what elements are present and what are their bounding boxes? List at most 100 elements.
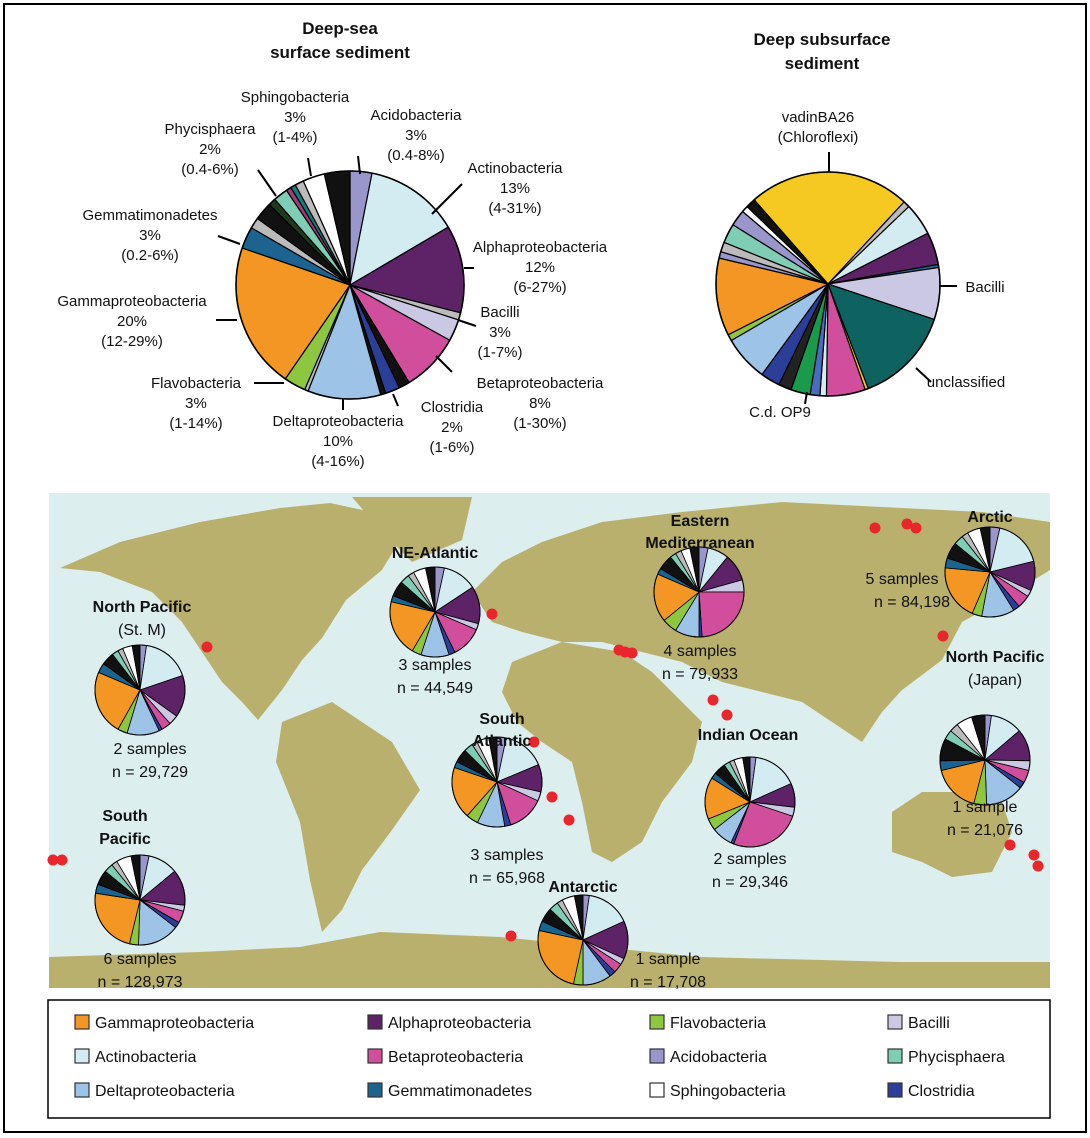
surface-title-line2: surface sediment xyxy=(270,43,410,62)
subsurface-title-line2: sediment xyxy=(785,54,860,73)
site-name: Eastern xyxy=(671,513,730,530)
site-subname: (St. M) xyxy=(118,622,166,639)
label-value: 3% xyxy=(185,395,207,412)
site-n: n = 79,933 xyxy=(662,666,738,683)
label-range: (1-14%) xyxy=(169,415,222,432)
legend-swatch xyxy=(74,1082,90,1098)
site-n: n = 84,198 xyxy=(874,594,950,611)
label-betaproteobacteria: Betaproteobacteria xyxy=(477,375,604,392)
legend-swatch xyxy=(367,1014,383,1030)
pie-outline xyxy=(451,736,543,828)
legend-swatch xyxy=(649,1014,665,1030)
label-value: 2% xyxy=(441,419,463,436)
legend-item-sphingobacteria: Sphingobacteria xyxy=(649,1082,786,1100)
legend-label: Actinobacteria xyxy=(95,1049,196,1066)
pie-outline xyxy=(939,714,1031,806)
label-range: (0.2-6%) xyxy=(121,247,179,264)
sampling-site-dot xyxy=(901,518,913,530)
site-pie-north-pacific-st-m xyxy=(94,644,186,736)
label-value: 3% xyxy=(284,109,306,126)
eurasia xyxy=(472,502,1050,742)
site-samples: 3 samples xyxy=(399,657,472,674)
site-name: NE-Atlantic xyxy=(392,545,478,562)
site-subname: (Japan) xyxy=(968,672,1022,689)
site-name: Arctic xyxy=(967,509,1012,526)
sampling-site-dot xyxy=(707,694,719,706)
legend-label: Flavobacteria xyxy=(670,1015,766,1032)
site-n: n = 21,076 xyxy=(947,822,1023,839)
africa xyxy=(502,642,702,862)
label-value: 8% xyxy=(529,395,551,412)
label-deltaproteobacteria: Deltaproteobacteria xyxy=(273,413,405,430)
label-actinobacteria: Actinobacteria xyxy=(467,160,563,177)
legend-item-bacilli: Bacilli xyxy=(887,1014,950,1032)
legend-item-actinobacteria: Actinobacteria xyxy=(74,1048,196,1066)
label-alphaproteobacteria: Alphaproteobacteria xyxy=(473,239,608,256)
sampling-site-dot xyxy=(721,709,733,721)
label-vadinba26: vadinBA26 xyxy=(782,109,855,126)
legend-swatch xyxy=(367,1082,383,1098)
label-bacilli: Bacilli xyxy=(480,304,519,321)
legend-label: Acidobacteria xyxy=(670,1049,767,1066)
site-samples: 3 samples xyxy=(471,847,544,864)
leader-line xyxy=(457,319,477,327)
surface-pie xyxy=(235,170,465,400)
north-america xyxy=(60,503,400,720)
sampling-sites xyxy=(47,518,1044,942)
site-name: Indian Ocean xyxy=(698,727,798,744)
site-n: n = 65,968 xyxy=(469,870,545,887)
site-samples: 5 samples xyxy=(866,571,939,588)
pie-outline xyxy=(704,756,796,848)
leader-line xyxy=(257,169,277,197)
pie-outline xyxy=(537,894,629,986)
sampling-site-dot xyxy=(546,791,558,803)
site-n: n = 29,729 xyxy=(112,764,188,781)
site-labels: North Pacific (St. M) 2 samples n = 29,7… xyxy=(93,509,1045,991)
legend-label: Deltaproteobacteria xyxy=(95,1083,235,1100)
surface-pie-labels: Sphingobacteria 3% (1-4%) Acidobacteria … xyxy=(57,89,607,470)
leader-line xyxy=(392,393,399,407)
sampling-site-dot xyxy=(563,814,575,826)
label-value: 3% xyxy=(489,324,511,341)
sampling-site-dot xyxy=(910,522,922,534)
site-name: Antarctic xyxy=(548,879,617,896)
leader-line xyxy=(915,367,932,383)
label-bacilli: Bacilli xyxy=(965,279,1004,296)
site-samples: 2 samples xyxy=(714,851,787,868)
label-flavobacteria: Flavobacteria xyxy=(151,375,242,392)
surface-title-line1: Deep-sea xyxy=(302,19,378,38)
site-n: n = 29,346 xyxy=(712,874,788,891)
site-name: Pacific xyxy=(99,831,151,848)
legend-swatch xyxy=(367,1048,383,1064)
legend-item-alphaproteobacteria: Alphaproteobacteria xyxy=(367,1014,531,1032)
label-value: 3% xyxy=(405,127,427,144)
label-range: (4-16%) xyxy=(311,453,364,470)
label-value: 2% xyxy=(199,141,221,158)
legend-item-deltaproteobacteria: Deltaproteobacteria xyxy=(74,1082,235,1100)
label-clostridia: Clostridia xyxy=(421,399,484,416)
label-range: (1-7%) xyxy=(477,344,522,361)
site-pie-south-atlantic xyxy=(451,736,543,828)
site-name: South xyxy=(479,711,524,728)
label-range: (0.4-8%) xyxy=(387,147,445,164)
label-chloroflexi: (Chloroflexi) xyxy=(778,129,859,146)
subsurface-pie-labels: vadinBA26 (Chloroflexi) Bacilli unclassi… xyxy=(749,109,1005,421)
label-sphingobacteria: Sphingobacteria xyxy=(241,89,350,106)
leader-line xyxy=(804,391,808,405)
site-pie-south-pacific xyxy=(94,854,186,946)
legend-item-gammaproteobacteria: Gammaproteobacteria xyxy=(74,1014,254,1032)
sampling-site-dot xyxy=(486,608,498,620)
world-map: North Pacific (St. M) 2 samples n = 29,7… xyxy=(47,493,1050,991)
legend-label: Sphingobacteria xyxy=(670,1083,786,1100)
site-pie-eastern-mediterranean xyxy=(653,546,745,638)
legend-item-gemmatimonadetes: Gemmatimonadetes xyxy=(367,1082,532,1100)
site-samples: 4 samples xyxy=(664,643,737,660)
pie-outline xyxy=(235,170,465,400)
sampling-site-dot xyxy=(869,522,881,534)
legend-label: Gemmatimonadetes xyxy=(388,1083,532,1100)
label-unclassified: unclassified xyxy=(927,374,1005,391)
sampling-site-dot xyxy=(626,647,638,659)
leader-line xyxy=(217,235,241,245)
pie-outline xyxy=(389,566,481,658)
